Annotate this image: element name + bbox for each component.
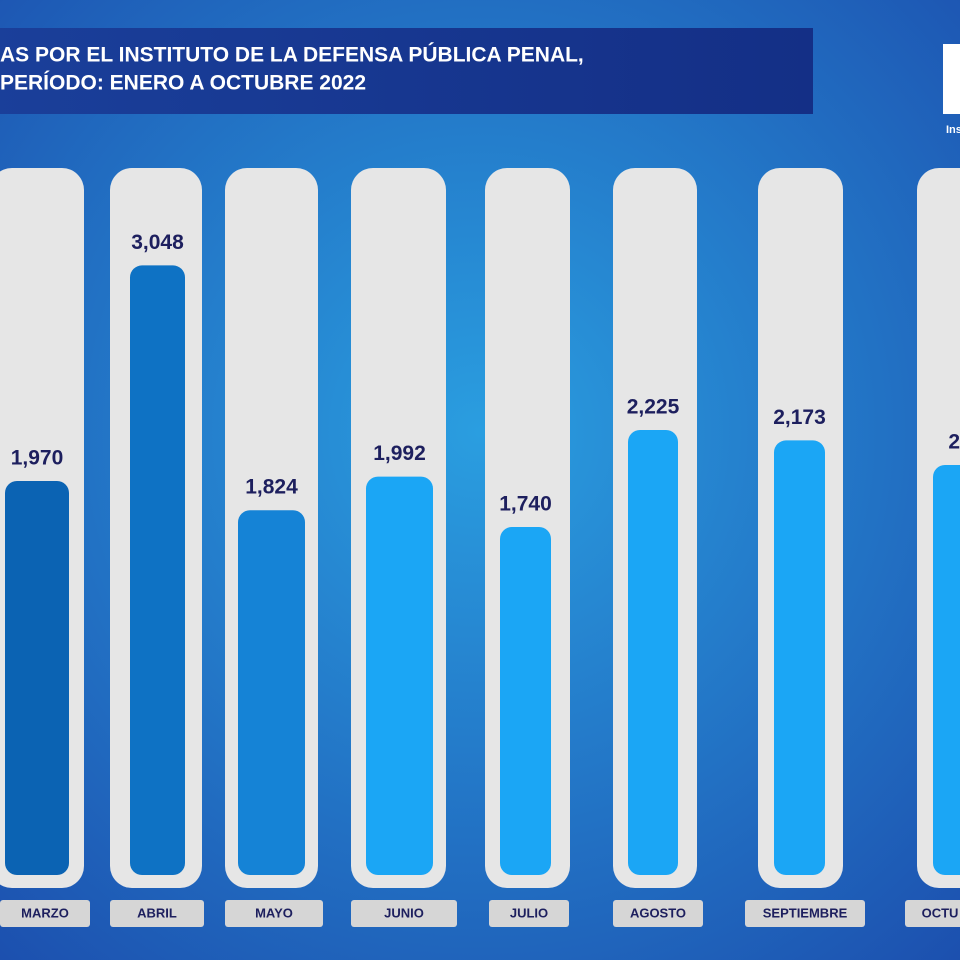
value-label: 2,173 (773, 406, 826, 429)
category-label: AGOSTO (630, 905, 686, 920)
category-box (225, 900, 323, 927)
logo-text: Ins (946, 124, 960, 136)
category-box (0, 900, 90, 927)
category-label: SEPTIEMBRE (763, 905, 848, 920)
category-label: OCTU (922, 905, 959, 920)
bar (933, 465, 960, 875)
value-label: 2,225 (627, 396, 680, 419)
category-box (351, 900, 457, 927)
value-label: 1,992 (373, 442, 426, 465)
bar (238, 510, 305, 875)
value-label: 2,0 (948, 431, 960, 454)
category-label: JULIO (510, 905, 548, 920)
value-label: 1,740 (499, 493, 552, 516)
bar (774, 440, 825, 875)
title-banner (0, 28, 813, 114)
category-label: ABRIL (137, 905, 177, 920)
bar (628, 430, 678, 875)
category-box (489, 900, 569, 927)
category-label: JUNIO (384, 905, 424, 920)
category-box (745, 900, 865, 927)
logo (943, 44, 960, 114)
title-line: AS POR EL INSTITUTO DE LA DEFENSA PÚBLIC… (0, 43, 584, 67)
bar (500, 527, 551, 875)
value-label: 1,970 (11, 447, 64, 470)
value-label: 3,048 (131, 231, 184, 254)
category-box (613, 900, 703, 927)
category-label: MAYO (255, 905, 293, 920)
bar (130, 265, 185, 875)
category-label: MARZO (21, 905, 69, 920)
category-box (905, 900, 960, 927)
title-line: PERÍODO: ENERO A OCTUBRE 2022 (0, 72, 366, 95)
category-box (110, 900, 204, 927)
bar (366, 476, 433, 875)
value-label: 1,824 (245, 476, 298, 499)
bar (5, 481, 69, 875)
